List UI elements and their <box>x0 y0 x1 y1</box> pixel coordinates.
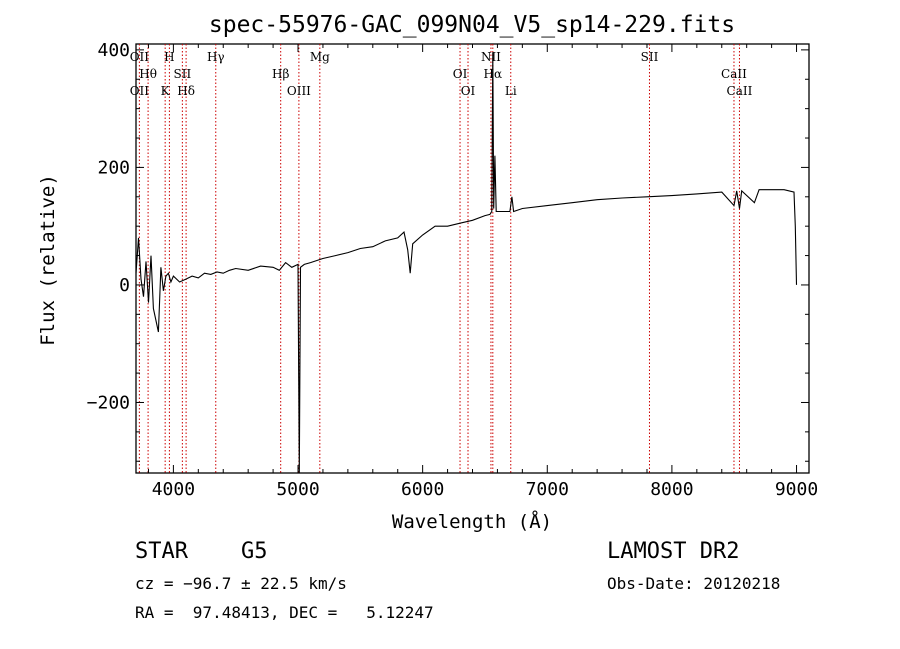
line-marker-label-8: OIII <box>287 84 311 98</box>
y-tick-label: 200 <box>97 157 130 178</box>
coordinates: RA = 97.48413, DEC = 5.12247 <box>135 603 434 622</box>
redshift-velocity: cz = −96.7 ± 22.5 km/s <box>135 574 347 593</box>
emission-line-markers <box>138 44 740 473</box>
y-axis-label: Flux (relative) <box>37 174 59 346</box>
y-axis: −200 0 200 400 <box>87 40 809 462</box>
line-marker-label-1: Hθ <box>139 67 157 81</box>
line-marker-label-3: H <box>164 50 174 64</box>
line-marker-label-17: CaII <box>727 84 753 98</box>
x-tick-label: 7000 <box>526 479 569 500</box>
x-tick-label: 8000 <box>650 479 693 500</box>
x-tick-label: 5000 <box>276 479 319 500</box>
x-axis-label: Wavelength (Å) <box>392 510 552 533</box>
chart-title: spec-55976-GAC_099N04_V5_sp14-229.fits <box>209 12 735 38</box>
line-marker-sublabel-0: OII <box>130 84 150 98</box>
y-tick-label: −200 <box>87 392 130 413</box>
line-marker-label-2: K <box>161 84 171 98</box>
line-marker-label-10: OI <box>453 67 468 81</box>
observation-date: Obs-Date: 20120218 <box>607 574 781 593</box>
line-marker-label-6: Hγ <box>207 50 225 64</box>
y-tick-label: 0 <box>119 275 130 296</box>
line-marker-label-14: Li <box>505 84 517 98</box>
x-tick-label: 6000 <box>401 479 444 500</box>
y-tick-label: 400 <box>97 40 130 61</box>
x-tick-label: 4000 <box>152 479 195 500</box>
line-marker-label-4: SII <box>174 67 192 81</box>
line-marker-label-16: CaII <box>721 67 747 81</box>
object-class: STAR G5 <box>135 539 268 564</box>
line-marker-label-0: OII <box>130 50 150 64</box>
line-marker-label-15: SII <box>641 50 659 64</box>
line-marker-label-9: Mg <box>310 50 330 64</box>
x-tick-label: 9000 <box>775 479 818 500</box>
spectrum-series-line <box>135 52 798 474</box>
plot-frame <box>135 43 810 474</box>
emission-line-labels: OIIOIIHθKHSIIHδHγHβOIIIMgOIOINIIHαLiSIIC… <box>130 50 753 98</box>
line-marker-label-7: Hβ <box>272 67 289 81</box>
line-marker-label-11: OI <box>461 84 476 98</box>
survey-name: LAMOST DR2 <box>607 539 740 564</box>
x-axis: 4000 5000 6000 7000 8000 9000 <box>147 44 818 500</box>
line-marker-label-5: Hδ <box>177 84 195 98</box>
line-marker-label-12: NII <box>481 50 501 64</box>
